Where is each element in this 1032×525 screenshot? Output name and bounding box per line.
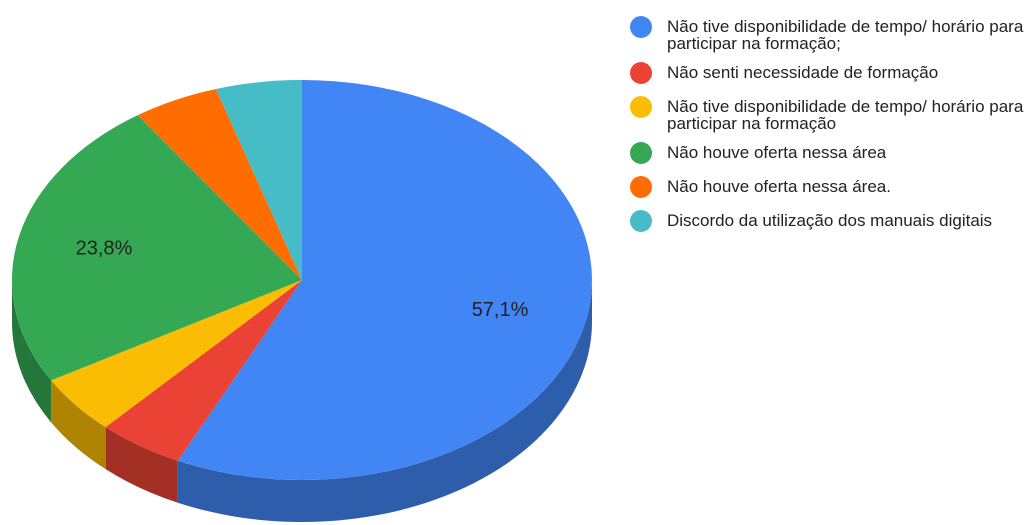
legend-swatch (630, 16, 652, 38)
legend-item: Discordo da utilização dos manuais digit… (630, 208, 1032, 234)
legend-label: Não tive disponibilidade de tempo/ horár… (667, 17, 1024, 53)
legend-item: Não tive disponibilidade de tempo/ horár… (630, 94, 1032, 132)
data-label: 57,1% (472, 299, 529, 321)
legend-swatch (630, 176, 652, 198)
legend-label: Não senti necessidade de formação (667, 63, 939, 82)
slice (105, 280, 303, 461)
slice-side (105, 427, 178, 503)
slice-side (51, 380, 106, 470)
legend-item: Não senti necessidade de formação (630, 60, 1032, 86)
pie-chart: 57,1% 23,8% (11, 80, 592, 522)
legend-swatch (630, 96, 652, 118)
legend-label: Não houve oferta nessa área. (667, 177, 891, 196)
legend-label: Não tive disponibilidade de tempo/ horár… (667, 97, 1024, 133)
legend-item: Não houve oferta nessa área. (630, 174, 1032, 200)
slice-side (177, 280, 592, 522)
slice (51, 280, 302, 428)
legend-item: Não houve oferta nessa área (630, 140, 1032, 166)
slice (215, 80, 302, 280)
slice (11, 115, 302, 381)
legend-swatch (630, 142, 652, 164)
legend-label: Não houve oferta nessa área (667, 143, 887, 162)
slice-side (12, 280, 52, 423)
legend-swatch (630, 210, 652, 232)
legend: Não tive disponibilidade de tempo/ horár… (630, 14, 1032, 242)
data-label: 23,8% (76, 238, 133, 260)
slice (137, 89, 302, 280)
slice (177, 80, 592, 480)
legend-label: Discordo da utilização dos manuais digit… (667, 211, 993, 230)
legend-swatch (630, 62, 652, 84)
legend-item: Não tive disponibilidade de tempo/ horár… (630, 14, 1032, 52)
